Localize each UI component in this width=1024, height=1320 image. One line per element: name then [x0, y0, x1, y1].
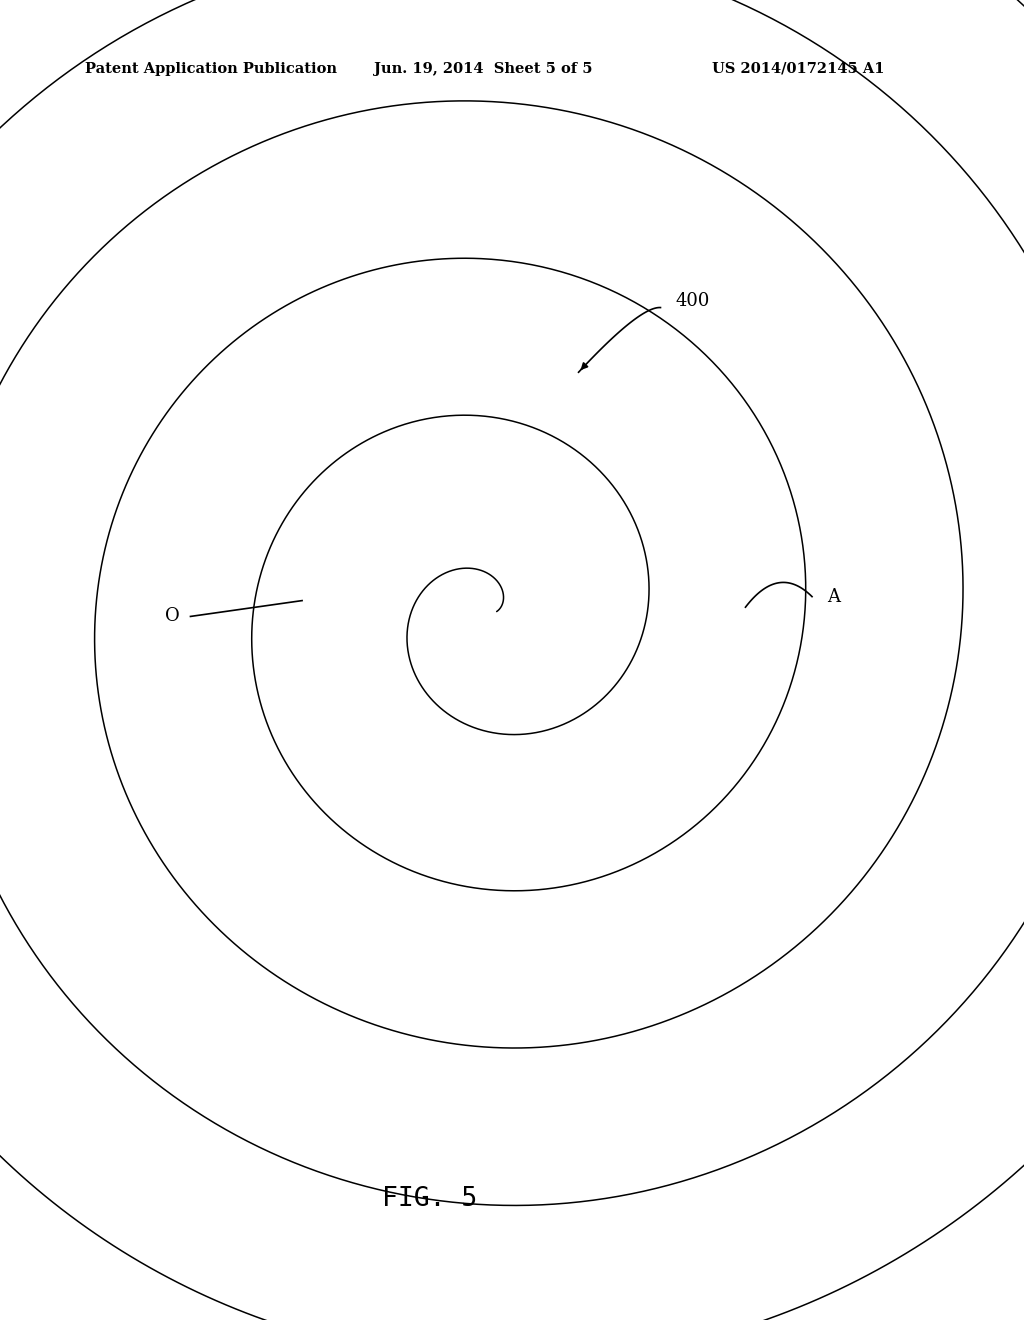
- Text: Patent Application Publication: Patent Application Publication: [85, 62, 337, 75]
- Text: 400: 400: [676, 292, 711, 310]
- Text: US 2014/0172145 A1: US 2014/0172145 A1: [712, 62, 884, 75]
- Text: FIG. 5: FIG. 5: [382, 1185, 478, 1212]
- Text: Jun. 19, 2014  Sheet 5 of 5: Jun. 19, 2014 Sheet 5 of 5: [374, 62, 592, 75]
- Text: O: O: [165, 607, 179, 626]
- Text: A: A: [827, 587, 841, 606]
